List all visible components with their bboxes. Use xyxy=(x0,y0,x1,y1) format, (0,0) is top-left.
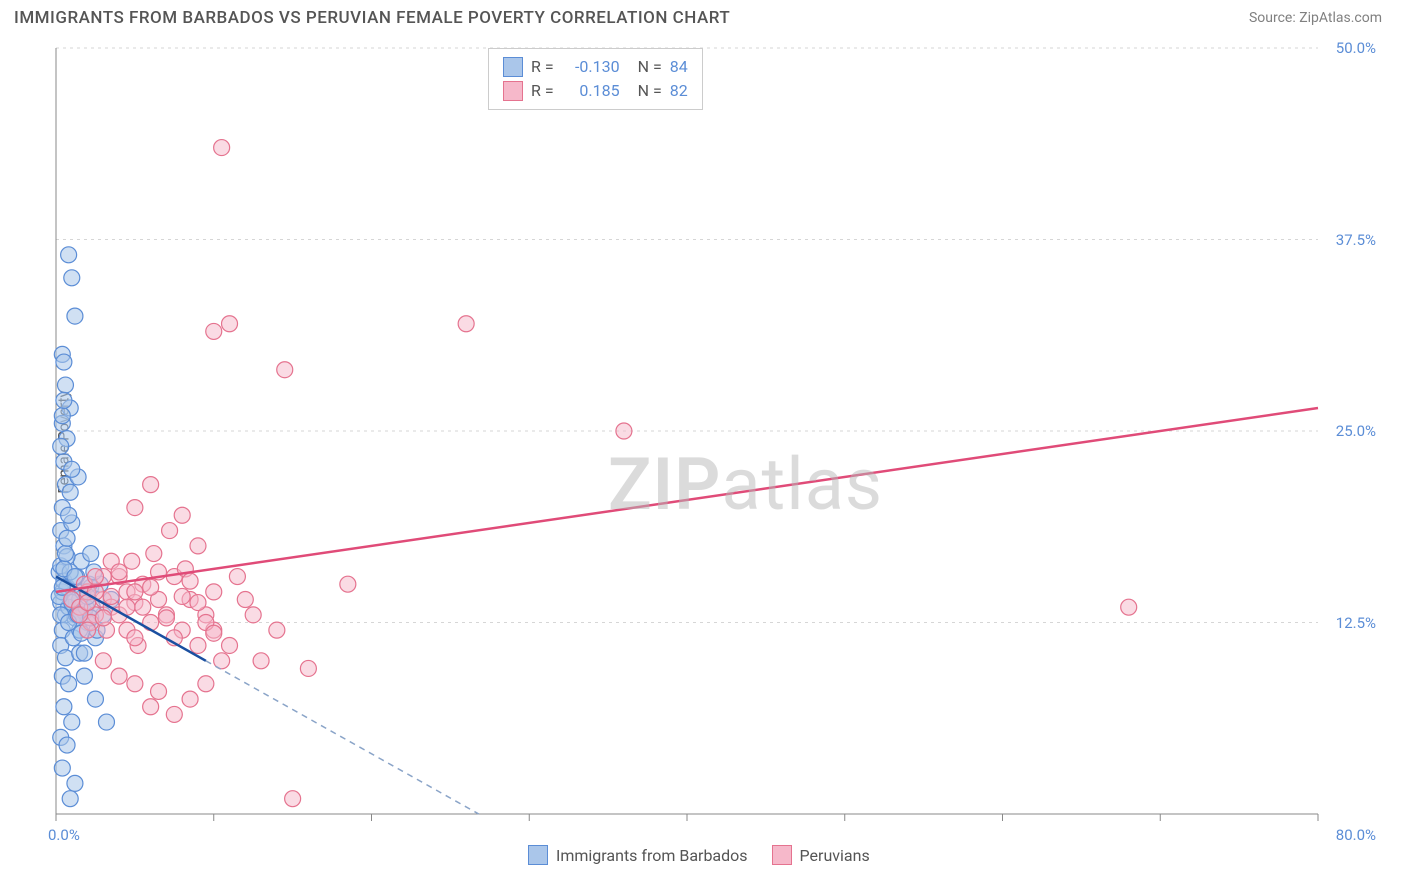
bottom-legend-item-0: Immigrants from Barbados xyxy=(528,845,748,865)
legend-n-value-peruvians: 82 xyxy=(670,79,688,103)
bottom-legend-label-1: Peruvians xyxy=(800,846,870,865)
legend-r-label: R = xyxy=(529,55,556,79)
bottom-legend-swatch-1 xyxy=(772,845,792,865)
legend-n-value-barbados: 84 xyxy=(670,55,688,79)
legend-swatch-peruvians xyxy=(503,81,523,101)
correlation-legend: R =-0.130 N =84 R =0.185 N =82 xyxy=(488,48,703,110)
legend-row-barbados: R =-0.130 N =84 xyxy=(503,55,688,79)
y-tick-label: 37.5% xyxy=(1336,231,1376,249)
legend-swatch-barbados xyxy=(503,57,523,77)
bottom-legend-swatch-0 xyxy=(528,845,548,865)
legend-r-label: R = xyxy=(529,79,556,103)
y-tick-label: 25.0% xyxy=(1336,422,1376,440)
legend-r-value-barbados: -0.130 xyxy=(562,55,620,79)
x-axis-max-label: 80.0% xyxy=(1336,826,1376,844)
series-legend: Immigrants from Barbados Peruvians xyxy=(528,845,870,865)
y-tick-label: 50.0% xyxy=(1336,39,1376,57)
legend-n-label: N = xyxy=(636,55,664,79)
chart-title: IMMIGRANTS FROM BARBADOS VS PERUVIAN FEM… xyxy=(14,8,730,28)
legend-row-peruvians: R =0.185 N =82 xyxy=(503,79,688,103)
legend-n-label: N = xyxy=(636,79,664,103)
bottom-legend-item-1: Peruvians xyxy=(772,845,870,865)
chart-container: Female Poverty R =-0.130N =84R =0.185N =… xyxy=(48,42,1378,842)
legend-r-value-peruvians: 0.185 xyxy=(562,79,620,103)
bottom-legend-label-0: Immigrants from Barbados xyxy=(556,846,748,865)
y-tick-label: 12.5% xyxy=(1336,614,1376,632)
x-axis-min-label: 0.0% xyxy=(48,826,80,844)
source-label: Source: ZipAtlas.com xyxy=(1249,10,1382,26)
scatter-plot-svg xyxy=(48,42,1378,842)
